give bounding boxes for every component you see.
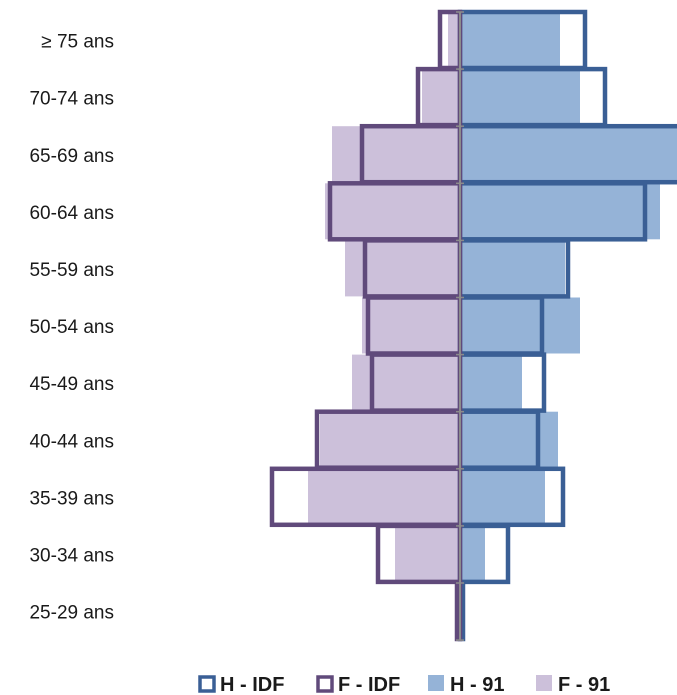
legend-item-h-idf: H - IDF xyxy=(198,674,284,695)
bar-h-91-3 xyxy=(460,183,660,240)
legend-item-f-idf: F - IDF xyxy=(316,674,400,695)
bar-h-91-2 xyxy=(460,126,677,183)
legend-label: F - 91 xyxy=(558,674,610,695)
bar-f-91-6 xyxy=(352,354,460,411)
category-label: 70-74 ans xyxy=(29,89,114,110)
bar-h-91-0 xyxy=(460,12,560,68)
category-label: ≥ 75 ans xyxy=(41,32,114,53)
category-label: 55-59 ans xyxy=(29,260,114,281)
bar-f-91-9 xyxy=(395,525,460,582)
axis-layer xyxy=(456,11,464,641)
category-label: 60-64 ans xyxy=(29,203,114,224)
bar-f-91-8 xyxy=(308,468,460,525)
bar-f-91-3 xyxy=(325,183,460,240)
filled-bars-layer xyxy=(308,12,677,639)
bar-f-91-4 xyxy=(345,240,460,297)
legend-label: H - IDF xyxy=(220,674,284,695)
legend-swatch xyxy=(536,675,552,691)
category-label: 45-49 ans xyxy=(29,374,114,395)
legend-label: F - IDF xyxy=(338,674,400,695)
legend-swatch xyxy=(198,675,216,693)
category-label: 65-69 ans xyxy=(29,146,114,167)
bar-f-91-7 xyxy=(320,411,460,468)
bar-f-91-2 xyxy=(332,126,460,183)
category-label: 30-34 ans xyxy=(29,545,114,566)
category-labels: ≥ 75 ans 70-74 ans 65-69 ans 60-64 ans 55-59… xyxy=(29,32,114,624)
category-label: 35-39 ans xyxy=(29,488,114,509)
bar-h-91-5 xyxy=(460,297,580,354)
bar-h-91-8 xyxy=(460,468,545,525)
bar-h-91-6 xyxy=(460,354,522,411)
legend-swatch xyxy=(428,675,444,691)
legend-item-h-91: H - 91 xyxy=(428,674,504,695)
legend-label: H - 91 xyxy=(450,674,504,695)
bar-f-91-5 xyxy=(362,297,460,354)
bar-f-91-1 xyxy=(422,69,460,126)
category-label: 50-54 ans xyxy=(29,317,114,338)
bar-h-91-7 xyxy=(460,411,558,468)
bar-h-91-1 xyxy=(460,69,580,126)
bar-h-91-9 xyxy=(460,525,485,582)
bar-h-91-4 xyxy=(460,240,565,297)
legend-item-f-91: F - 91 xyxy=(536,674,610,695)
category-label: 40-44 ans xyxy=(29,431,114,452)
category-label: 25-29 ans xyxy=(29,603,114,624)
legend: H - IDF F - IDF H - 91 F - 91 xyxy=(198,674,610,695)
legend-swatch xyxy=(316,675,334,693)
bar-f-91-0 xyxy=(448,12,460,68)
